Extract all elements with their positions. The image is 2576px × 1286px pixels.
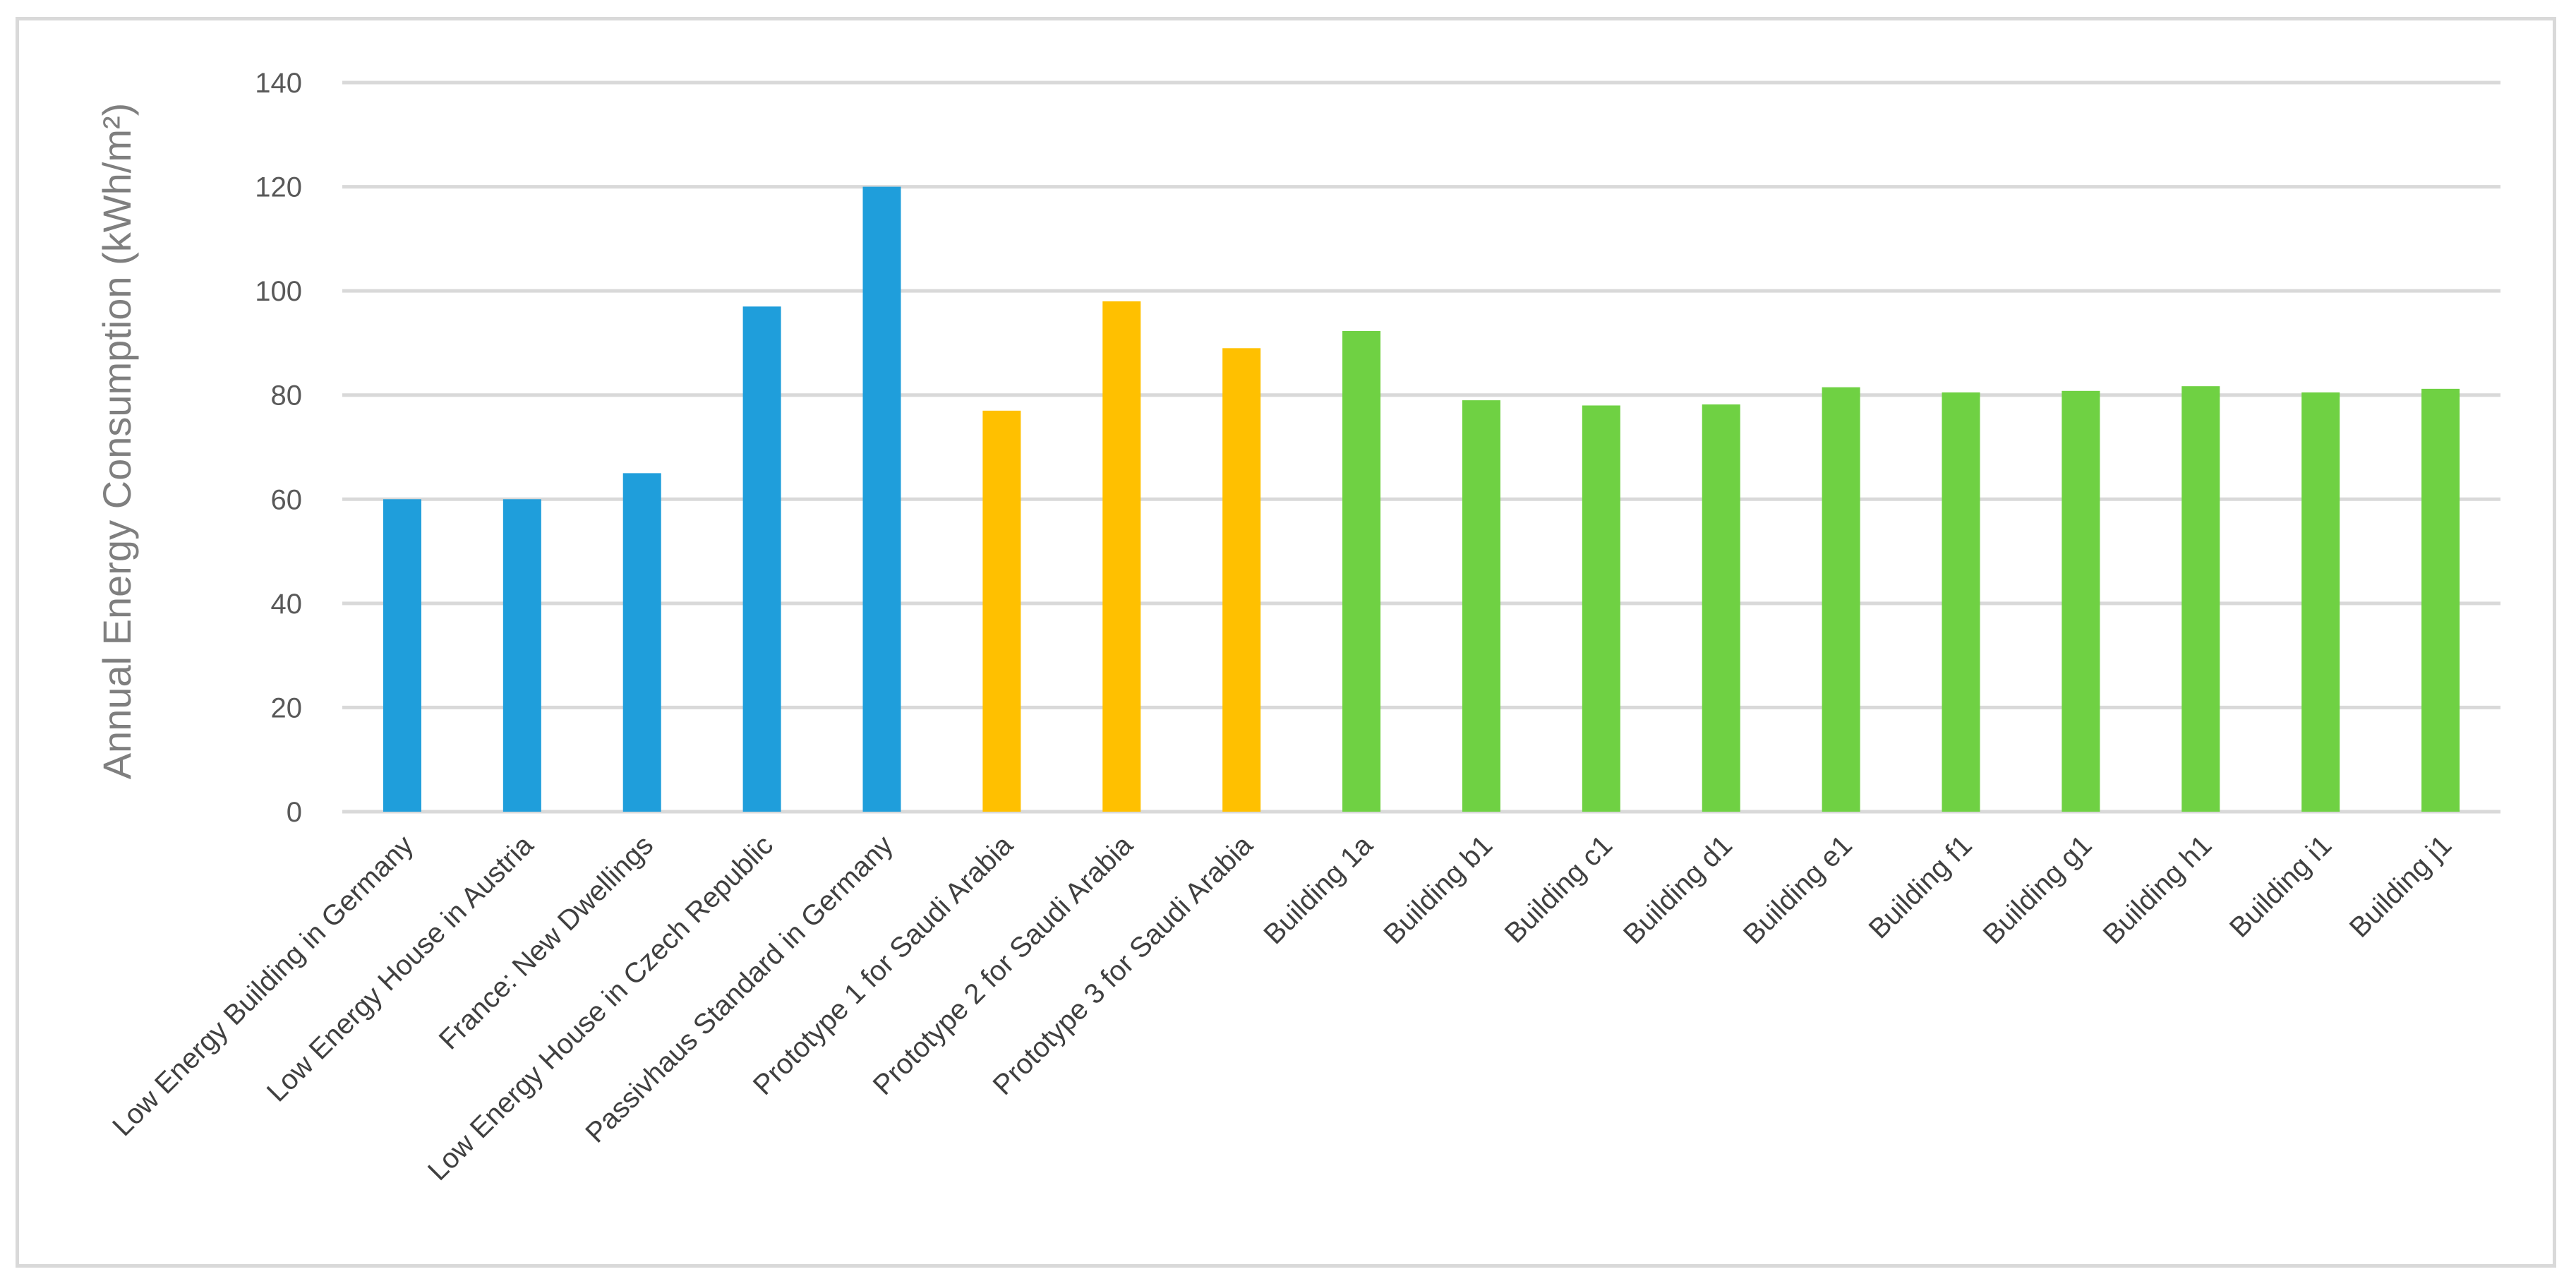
bar-12 — [1702, 404, 1740, 812]
x-tick-label: Prototype 1 for Saudi Arabia — [747, 829, 1019, 1101]
y-axis-ticks: 0 20 40 60 80 100 120 140 — [255, 68, 302, 828]
bar-7 — [1102, 301, 1141, 812]
x-tick-label: Building i1 — [2224, 829, 2338, 944]
bar-14 — [1942, 392, 1980, 812]
y-axis-label: Annual Energy Consumption (kWh/m²) — [95, 103, 139, 780]
bar-13 — [1822, 387, 1860, 812]
x-tick-label: France: New Dwellings — [433, 829, 659, 1055]
x-tick-label: Building d1 — [1618, 829, 1738, 950]
chart-frame — [16, 17, 2556, 1268]
y-tick-label: 40 — [271, 589, 303, 620]
y-tick-label: 100 — [255, 276, 302, 307]
x-tick-label: Building e1 — [1738, 829, 1858, 950]
bar-15 — [2062, 390, 2100, 812]
bar-5 — [862, 186, 901, 812]
y-tick-label: 0 — [287, 797, 302, 828]
bar-10 — [1462, 400, 1500, 812]
x-tick-label: Building 1a — [1258, 829, 1379, 951]
x-tick-label: Prototype 2 for Saudi Arabia — [867, 829, 1139, 1101]
x-tick-label: Prototype 3 for Saudi Arabia — [987, 829, 1259, 1101]
gridlines — [342, 80, 2500, 814]
y-tick-label: 120 — [255, 172, 302, 203]
y-tick-label: 80 — [271, 380, 303, 411]
y-tick-label: 20 — [271, 692, 303, 723]
bar-1 — [383, 499, 421, 812]
bar-11 — [1582, 405, 1620, 812]
x-tick-label: Building b1 — [1378, 829, 1498, 950]
bar-18 — [2421, 388, 2460, 812]
x-tick-label: Building j1 — [2344, 829, 2458, 944]
x-tick-label: Building g1 — [1978, 829, 2098, 950]
y-tick-label: 60 — [271, 484, 303, 515]
x-tick-label: Building c1 — [1499, 829, 1618, 949]
bar-16 — [2181, 386, 2220, 812]
bar-6 — [982, 410, 1021, 812]
x-tick-label: Building f1 — [1863, 829, 1978, 944]
x-tick-label: Building h1 — [2097, 829, 2218, 950]
y-tick-label: 140 — [255, 68, 302, 99]
bar-4 — [742, 306, 781, 812]
bars — [383, 186, 2460, 812]
bar-9 — [1342, 330, 1381, 812]
bar-17 — [2301, 392, 2340, 812]
bar-2 — [502, 499, 541, 812]
bar-3 — [622, 473, 661, 812]
bar-8 — [1222, 348, 1261, 812]
